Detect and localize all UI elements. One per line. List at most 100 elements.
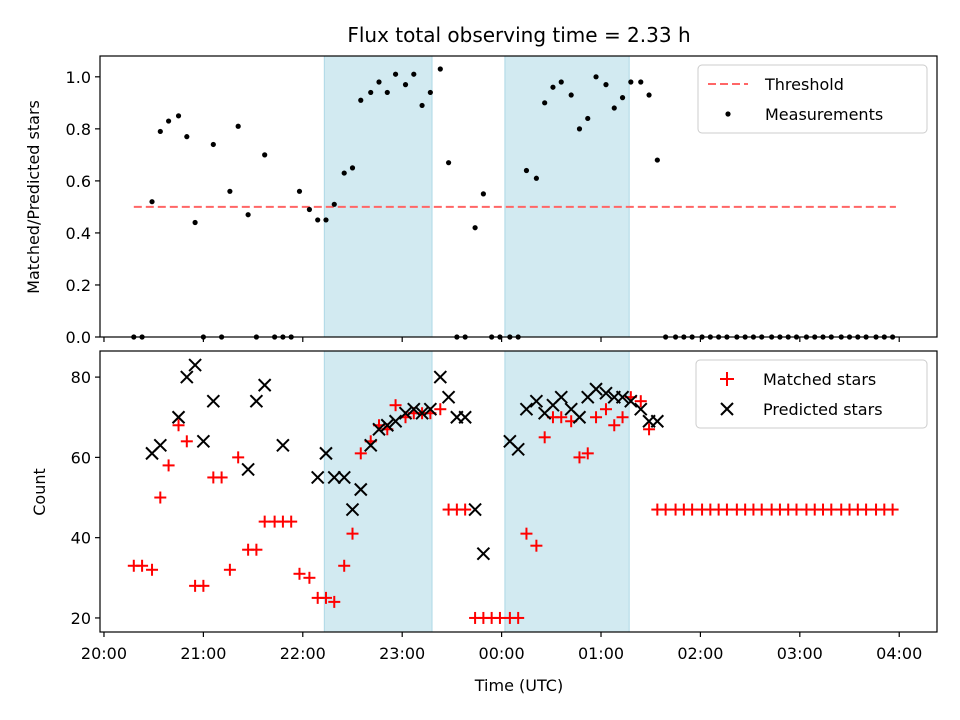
measurement-point [437, 66, 443, 72]
matched-stars-point [538, 431, 551, 444]
measurement-point [349, 165, 356, 171]
matched-stars-point [328, 595, 341, 608]
measurement-point [472, 225, 478, 231]
measurement-point [296, 188, 303, 194]
legend-measurements-swatch [725, 111, 731, 117]
matched-stars-point [530, 539, 543, 552]
predicted-stars-point [634, 402, 648, 416]
matched-stars-point [886, 503, 899, 516]
predicted-stars-point [519, 402, 534, 416]
x-tick-label: 00:00 [479, 644, 525, 663]
predicted-stars-point [206, 394, 221, 408]
measurement-point [576, 126, 583, 132]
measurement-point [157, 128, 163, 135]
predicted-stars-point [196, 434, 211, 449]
matched-stars-point [581, 447, 594, 460]
measurement-point [358, 97, 364, 103]
predicted-stars-point [171, 410, 186, 424]
measurement-point [149, 199, 155, 205]
predicted-stars-point [433, 370, 448, 384]
measurement-point [603, 82, 609, 88]
matched-stars-point [162, 459, 175, 472]
y-tick-label: 0.4 [66, 224, 91, 243]
predicted-stars-point [354, 482, 368, 497]
predicted-stars-point [188, 358, 202, 372]
predicted-stars-point [615, 390, 630, 404]
matched-stars-point [136, 559, 149, 572]
measurement-point [480, 191, 486, 197]
measurement-point [593, 74, 599, 80]
x-tick-label: 02:00 [677, 644, 723, 663]
y-tick-label: 0.6 [66, 172, 91, 191]
matched-stars-point [634, 395, 647, 408]
predicted-stars-point [276, 438, 290, 453]
ratio-panel-legend-box [697, 64, 928, 134]
predicted-stars-point [650, 414, 665, 428]
matched-stars-point [434, 403, 447, 416]
predicted-stars-point [241, 462, 255, 477]
count-panel-shaded-intervals [323, 350, 630, 633]
x-tick-label: 20:00 [81, 644, 127, 663]
matched-stars-point [303, 571, 316, 584]
measurement-point [585, 115, 591, 122]
predicted-stars-point [310, 470, 325, 485]
matched-stars-point [389, 399, 402, 412]
x-tick-label: 04:00 [876, 644, 922, 663]
predicted-stars-point [337, 470, 351, 485]
measurement-point [542, 100, 548, 106]
predicted-stars-point [364, 438, 378, 453]
x-tick-label: 22:00 [280, 644, 326, 663]
measurement-point [192, 219, 198, 226]
measurement-point [402, 82, 409, 88]
measurement-point [550, 84, 556, 90]
measurement-point [262, 152, 268, 158]
measurement-point [646, 92, 652, 98]
shaded-interval-1 [504, 55, 630, 338]
predicted-stars-point [589, 382, 603, 396]
matched-stars-point [154, 491, 167, 504]
predicted-stars-point [249, 394, 264, 408]
measurement-point [654, 157, 660, 163]
predicted-stars-point [257, 378, 272, 392]
matched-stars-point [512, 611, 525, 624]
matched-stars-point [599, 403, 612, 416]
y-tick-label: 0.0 [66, 328, 91, 347]
matched-stars-point [616, 411, 629, 424]
matched-stars-point [293, 567, 306, 580]
measurement-point [323, 217, 329, 223]
count-panel-frame [99, 350, 938, 633]
count-panel-y-axis-title: Count [30, 468, 49, 516]
ratio-panel-y-ticks: 0.0 0.2 0.4 0.6 0.8 1.0 [66, 68, 100, 347]
legend-measurements-label: Measurements [765, 105, 883, 124]
matched-stars-point [180, 435, 193, 448]
measurement-point [611, 105, 617, 111]
predicted-stars-point [345, 502, 360, 517]
y-tick-label: 1.0 [66, 68, 91, 87]
shaded-interval-0 [323, 350, 433, 633]
matched-stars-point [459, 503, 472, 516]
y-tick-label: 20 [71, 609, 91, 628]
predicted-stars-point [458, 410, 472, 424]
x-tick-label: 21:00 [180, 644, 226, 663]
measurement-point [411, 71, 417, 77]
matched-stars-point [608, 419, 621, 432]
measurement-point [376, 79, 382, 85]
predicted-stars-point [529, 394, 544, 408]
measurement-point [419, 102, 425, 109]
predicted-stars-point [599, 386, 613, 400]
matched-stars-point [338, 559, 351, 572]
legend-threshold-label: Threshold [764, 75, 844, 94]
predicted-stars-point [327, 470, 341, 485]
measurement-point [210, 141, 216, 148]
predicted-stars-point [476, 547, 491, 561]
predicted-stars-point [624, 394, 638, 408]
y-tick-label: 60 [71, 448, 91, 467]
ratio-panel-legend: Threshold Measurements [697, 64, 928, 134]
measurement-point [165, 118, 172, 124]
shaded-interval-0 [323, 55, 433, 338]
count-panel-x-ticks: 20:00 21:00 22:00 23:00 00:00 01:00 02:00 03:00… [81, 632, 922, 663]
measurement-point [341, 170, 347, 176]
measurement-point [568, 92, 574, 98]
matched-stars-point [215, 471, 228, 484]
